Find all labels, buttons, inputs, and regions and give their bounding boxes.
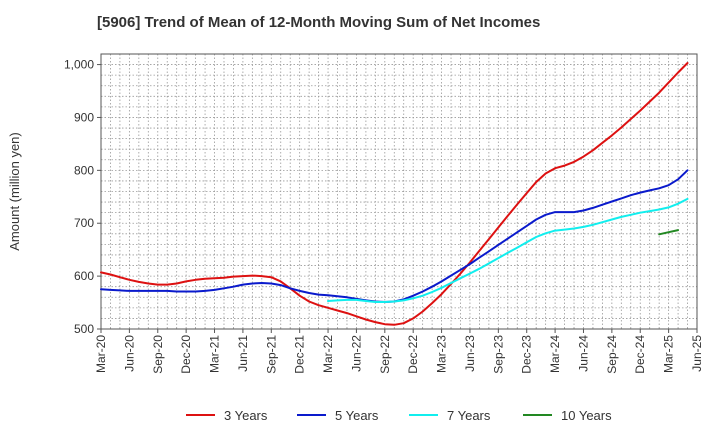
x-tick-label: Mar-24 bbox=[548, 335, 562, 373]
x-tick-label: Mar-21 bbox=[208, 335, 222, 373]
x-tick-label: Mar-22 bbox=[321, 335, 335, 373]
x-tick-label: Dec-23 bbox=[520, 335, 534, 374]
y-axis-title: Amount (million yen) bbox=[7, 132, 22, 251]
y-tick-label: 800 bbox=[74, 163, 94, 177]
x-tick-label: Jun-25 bbox=[690, 335, 704, 372]
legend-label: 7 Years bbox=[447, 408, 491, 423]
legend-label: 10 Years bbox=[561, 408, 612, 423]
x-tick-label: Sep-24 bbox=[605, 335, 619, 374]
plot-frame bbox=[100, 53, 698, 330]
chart-title: [5906] Trend of Mean of 12-Month Moving … bbox=[97, 14, 541, 31]
x-tick-label: Dec-24 bbox=[633, 335, 647, 374]
x-tick-label: Dec-21 bbox=[293, 335, 307, 374]
legend-label: 3 Years bbox=[224, 408, 268, 423]
legend-label: 5 Years bbox=[335, 408, 379, 423]
x-tick-label: Sep-21 bbox=[264, 335, 278, 374]
x-tick-label: Jun-23 bbox=[463, 335, 477, 372]
x-tick-label: Sep-20 bbox=[151, 335, 165, 374]
y-tick-label: 900 bbox=[74, 110, 94, 124]
x-tick-label: Mar-25 bbox=[662, 335, 676, 373]
x-tick-label: Jun-24 bbox=[576, 335, 590, 372]
series-line-10-years bbox=[658, 229, 680, 236]
series-line-3-years bbox=[100, 62, 689, 326]
x-tick-label: Jun-22 bbox=[349, 335, 363, 372]
y-tick-label: 1,000 bbox=[64, 58, 94, 72]
x-tick-label: Jun-21 bbox=[236, 335, 250, 372]
x-tick-label: Dec-20 bbox=[179, 335, 193, 374]
y-tick-label: 500 bbox=[74, 322, 94, 336]
x-tick-label: Jun-20 bbox=[122, 335, 136, 372]
y-tick-label: 700 bbox=[74, 216, 94, 230]
x-tick-label: Mar-20 bbox=[94, 335, 108, 373]
y-tick-label: 600 bbox=[74, 269, 94, 283]
x-tick-label: Dec-22 bbox=[406, 335, 420, 374]
x-tick-label: Sep-23 bbox=[491, 335, 505, 374]
series-line-7-years bbox=[327, 197, 689, 303]
x-tick-label: Sep-22 bbox=[378, 335, 392, 374]
x-tick-label: Mar-23 bbox=[435, 335, 449, 373]
